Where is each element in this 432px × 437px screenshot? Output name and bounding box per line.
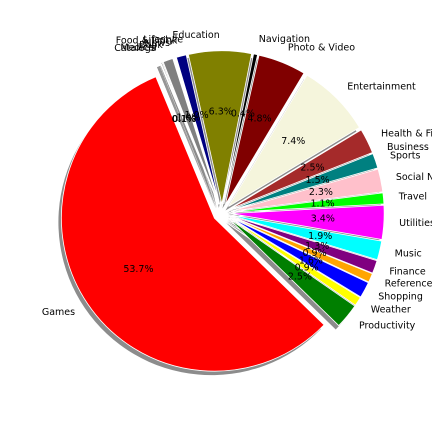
pie-slice-social-networking <box>230 168 384 212</box>
category-label-finance: Finance <box>389 267 425 278</box>
pct-label-navigation: 0.4% <box>231 109 255 120</box>
category-label-health-fitness: Health & Fitness <box>381 129 432 140</box>
pct-label-social-networking: 2.3% <box>309 187 333 198</box>
pct-label-reference: 0.9% <box>302 248 326 259</box>
pie-slice-photo-video <box>225 54 305 205</box>
category-label-music: Music <box>395 249 422 260</box>
category-label-food-drink: Food & Drink <box>116 36 178 47</box>
pie-slice-games <box>61 76 325 372</box>
pie-slice-utilities <box>231 204 385 240</box>
pie-slice-health-fitness <box>230 129 373 210</box>
pct-label-finance: 1.3% <box>305 241 329 252</box>
category-label-sports: Sports <box>390 150 421 161</box>
pct-label-productivity: 2.5% <box>288 272 312 283</box>
category-label-games: Games <box>42 307 75 318</box>
category-label-photo-video: Photo & Video <box>288 43 355 54</box>
pie-shadow-book <box>160 62 216 209</box>
category-label-utilities: Utilities <box>399 218 432 229</box>
pct-label-entertainment: 7.4% <box>281 136 305 147</box>
pct-label-catalogs: 0.1% <box>172 114 196 125</box>
pct-label-weather: 0.9% <box>295 263 319 274</box>
pie-slice-sports <box>230 153 379 211</box>
pie-shadow-unlabeled <box>156 66 216 209</box>
pct-label-photo-video: 4.8% <box>247 114 271 125</box>
pct-label-sports: 1.5% <box>306 175 330 186</box>
category-label-news: News <box>144 38 170 49</box>
pct-label-utilities: 3.4% <box>311 213 335 224</box>
pie-slice-layer <box>61 50 385 372</box>
category-label-shopping: Shopping <box>378 292 423 303</box>
pie-slice-shopping <box>229 216 369 298</box>
pie-shadow-catalogs <box>157 66 216 209</box>
pie-slice-productivity <box>228 218 356 327</box>
pie-slice-finance <box>230 215 378 274</box>
pie-slice-weather <box>229 217 361 306</box>
category-label-medical: Medical <box>120 42 156 53</box>
category-label-entertainment: Entertainment <box>347 82 416 93</box>
pie-slice-reference <box>230 216 373 283</box>
category-label-business: Business <box>387 142 429 153</box>
pct-label-health-fitness: 2.5% <box>300 163 324 174</box>
pct-label-book: 1.0% <box>176 112 200 123</box>
category-label-travel: Travel <box>398 191 427 202</box>
category-label-book: Book <box>139 40 163 51</box>
pct-label-food-drink: 1.0% <box>185 110 209 121</box>
pie-slice-unlabeled <box>159 62 219 205</box>
category-label-education: Education <box>172 30 219 41</box>
pie-slice-entertainment <box>228 74 361 207</box>
category-label-social-networking: Social Networking <box>396 172 432 183</box>
pct-label-music: 1.9% <box>308 231 332 242</box>
pct-label-shopping: 1.6% <box>299 255 323 266</box>
category-label-reference: Reference <box>385 279 432 290</box>
pie-slice-travel <box>231 192 385 213</box>
pie-slice-navigation <box>223 53 259 205</box>
pie-slice-music <box>230 214 383 261</box>
pct-label-games: 53.7% <box>123 264 153 275</box>
pct-label-education: 6.3% <box>209 107 233 118</box>
category-label-productivity: Productivity <box>359 320 416 331</box>
pie-shadow-medical <box>158 65 216 209</box>
category-label-lifestyle: Lifestyle <box>143 34 183 45</box>
pct-label-layer: 53.7%2.5%0.9%1.6%0.9%1.3%1.9%3.4%1.1%2.3… <box>123 107 335 283</box>
category-label-weather: Weather <box>371 304 411 315</box>
category-label-navigation: Navigation <box>259 34 310 45</box>
pie-slice-education <box>187 50 253 204</box>
category-label-catalogs: Catalogs <box>114 43 155 54</box>
pct-label-unlabeled: 0.1% <box>172 114 196 125</box>
pct-label-travel: 1.1% <box>310 198 334 209</box>
